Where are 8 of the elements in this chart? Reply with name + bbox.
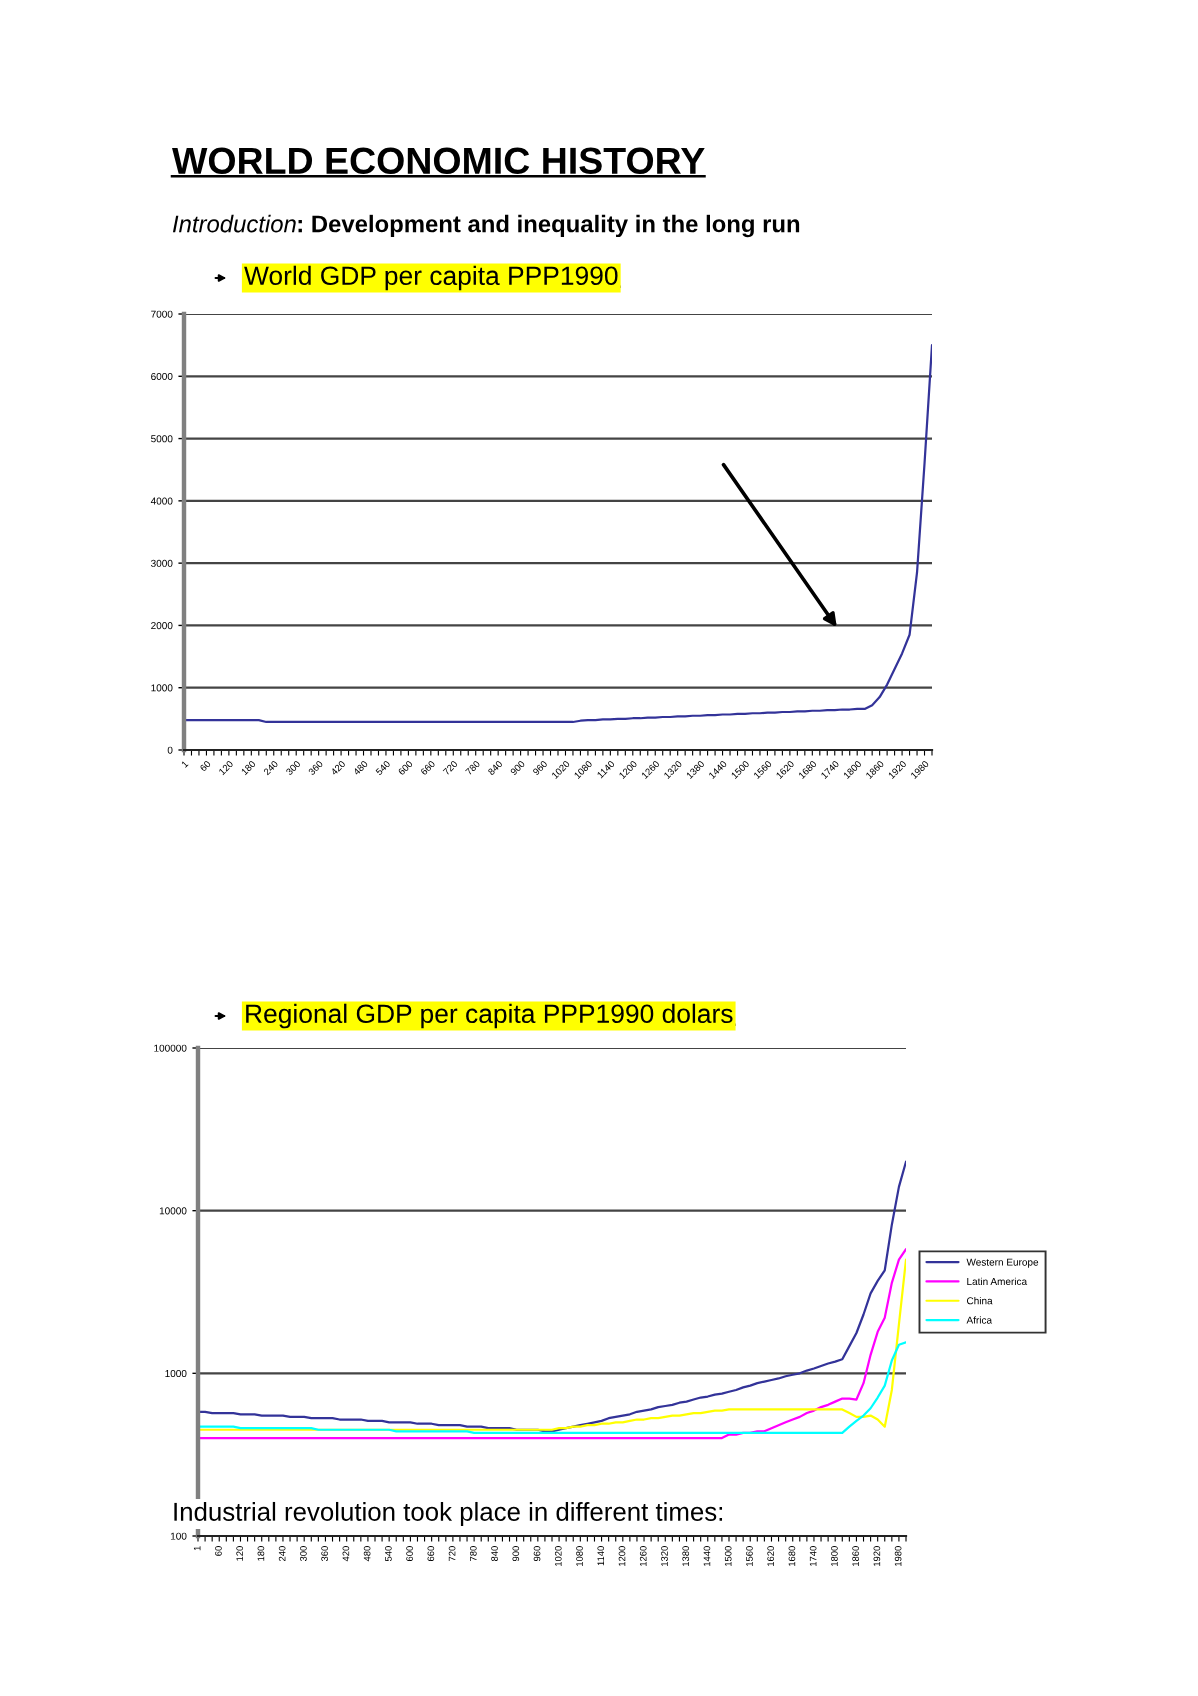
line-series bbox=[184, 344, 932, 724]
text: Introduction: Development and inequality in the long run bbox=[172, 214, 800, 238]
line-series bbox=[198, 1341, 906, 1435]
annotation: Industrial revolution took place in different times: bbox=[174, 1501, 723, 1527]
chart-title: World GDP per capita PPP1990 bbox=[244, 265, 618, 291]
line-series bbox=[198, 1160, 906, 1433]
chart-title: Regional GDP per capita PPP1990 dolars bbox=[246, 1003, 733, 1029]
text: WORLD ECONOMIC HISTORY bbox=[172, 147, 705, 175]
